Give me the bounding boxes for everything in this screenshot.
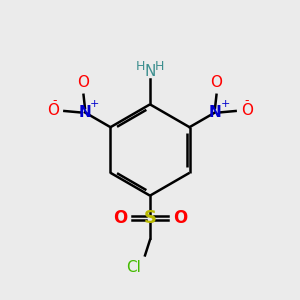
Text: S: S	[143, 209, 157, 227]
Text: N: N	[79, 105, 92, 120]
Text: -: -	[244, 94, 249, 107]
Text: N: N	[208, 105, 221, 120]
Text: O: O	[241, 103, 253, 118]
Text: +: +	[220, 99, 230, 109]
Text: O: O	[77, 75, 89, 90]
Text: O: O	[173, 209, 187, 227]
Text: -: -	[52, 94, 57, 107]
Text: +: +	[90, 99, 100, 109]
Text: Cl: Cl	[126, 260, 141, 274]
Text: O: O	[113, 209, 127, 227]
Text: H: H	[136, 60, 145, 73]
Text: O: O	[47, 103, 59, 118]
Text: O: O	[211, 75, 223, 90]
Text: H: H	[155, 60, 164, 73]
Text: N: N	[144, 64, 156, 79]
